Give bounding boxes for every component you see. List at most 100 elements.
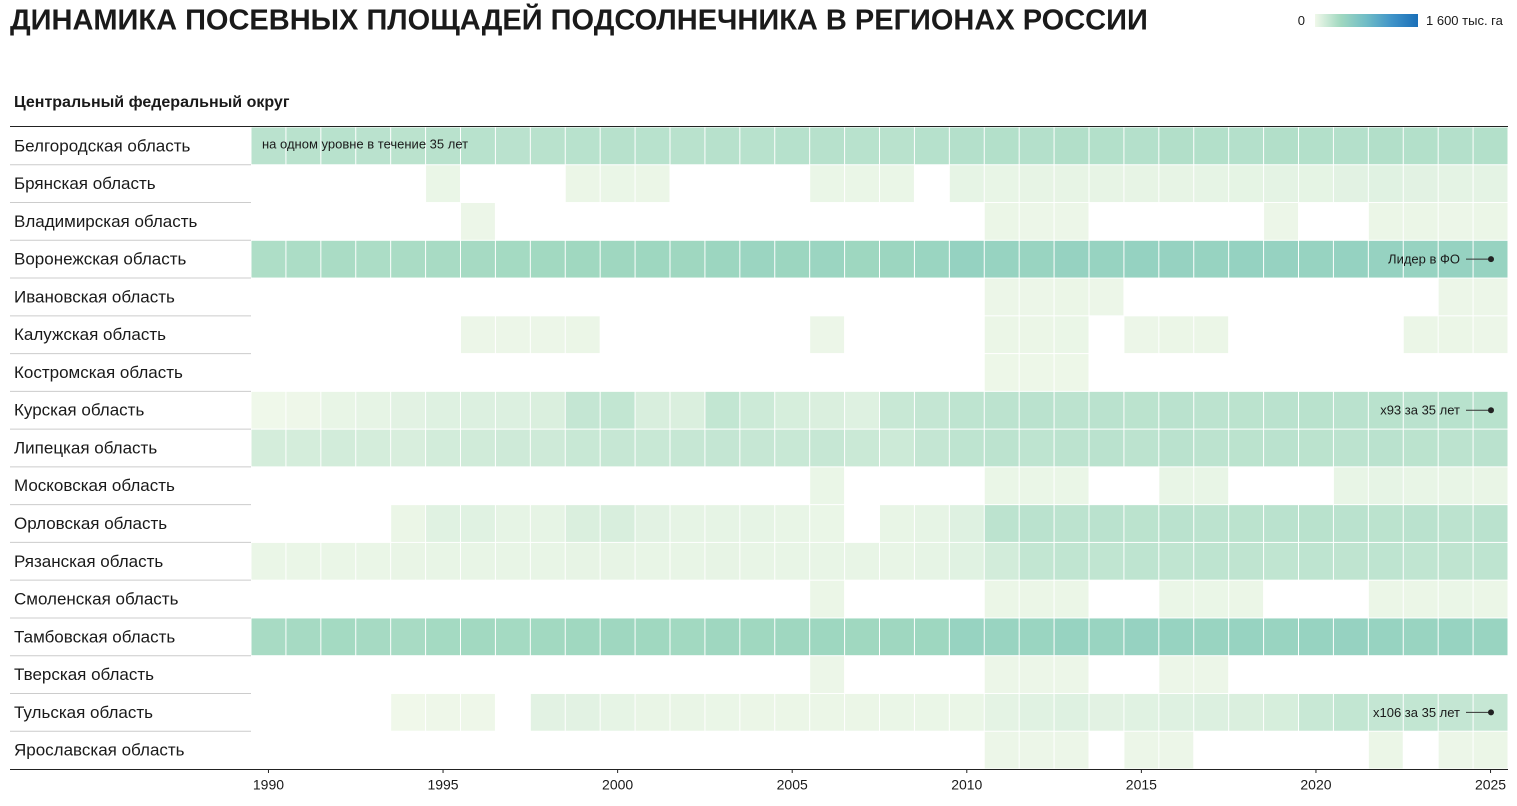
cell [1229,165,1264,203]
cell [880,391,914,429]
cell [1333,618,1368,656]
cell [321,429,356,467]
cell [914,127,949,165]
cell [1089,240,1124,278]
cell [880,542,914,580]
cell [1019,467,1054,505]
cell [1124,391,1159,429]
row-label: Курская область [14,401,144,420]
cell [1438,580,1473,618]
cell [1229,618,1264,656]
cell [635,542,670,580]
cell [461,316,495,354]
cell [810,505,845,542]
cell [321,618,356,656]
cell [914,542,949,580]
annotation-dot [1488,256,1494,263]
cell [1019,580,1054,618]
cell [1438,731,1473,769]
cell [1264,203,1298,240]
row-label: Калужская область [14,325,166,344]
cell [1054,278,1089,316]
cell [1403,580,1438,618]
cell [1054,580,1089,618]
cell [1159,240,1194,278]
cell [1403,618,1438,656]
cell [1403,429,1438,467]
cell [530,429,565,467]
cell [1019,127,1054,165]
cell [914,429,949,467]
cell [1403,203,1438,240]
cell [949,505,984,542]
cell [740,240,775,278]
cell [810,580,845,618]
cell [1194,316,1229,354]
cell [1054,731,1089,769]
row-label: Воронежская область [14,250,187,269]
cell [984,693,1019,731]
cell [1229,580,1264,618]
cell [845,127,879,165]
cell [984,467,1019,505]
cell [1403,693,1438,731]
cell [1438,542,1473,580]
cell [635,505,670,542]
cell [1124,316,1159,354]
cell [740,618,775,656]
cell [984,203,1019,240]
cell [1333,429,1368,467]
cell [1264,542,1298,580]
cell [1159,505,1194,542]
cell [1438,618,1473,656]
cell [775,542,810,580]
cell [845,240,879,278]
cell [635,618,670,656]
cell [1229,505,1264,542]
row-label: Московская область [14,476,175,495]
cell [1368,391,1403,429]
cell [1368,693,1403,731]
cell [810,693,845,731]
cell [391,127,426,165]
cell [1368,165,1403,203]
cell [775,127,810,165]
cell [775,618,810,656]
cell [1368,429,1403,467]
cell [1368,127,1403,165]
cell [1403,127,1438,165]
cell [1438,429,1473,467]
cell [565,127,600,165]
cell [1333,542,1368,580]
cell [1159,618,1194,656]
cell [1299,127,1333,165]
cell [1403,316,1438,354]
row-label: Рязанская область [14,552,163,571]
cell [1054,203,1089,240]
cell [1299,240,1333,278]
cell [1473,316,1508,354]
cell [251,240,286,278]
cell [1019,618,1054,656]
cell [1159,542,1194,580]
cell [1019,542,1054,580]
cell [426,165,460,203]
cell [356,429,391,467]
cell [1054,429,1089,467]
cell [461,391,495,429]
cell [1264,693,1298,731]
cell [880,165,914,203]
cell [1473,203,1508,240]
cell [321,127,356,165]
cell [391,240,426,278]
annotation-dot [1488,709,1494,716]
cell [1019,203,1054,240]
cell [426,127,460,165]
cell [565,240,600,278]
cell [1299,165,1333,203]
cell [1159,580,1194,618]
cell [1019,316,1054,354]
cell [1054,505,1089,542]
cell [286,127,321,165]
cell [1054,542,1089,580]
